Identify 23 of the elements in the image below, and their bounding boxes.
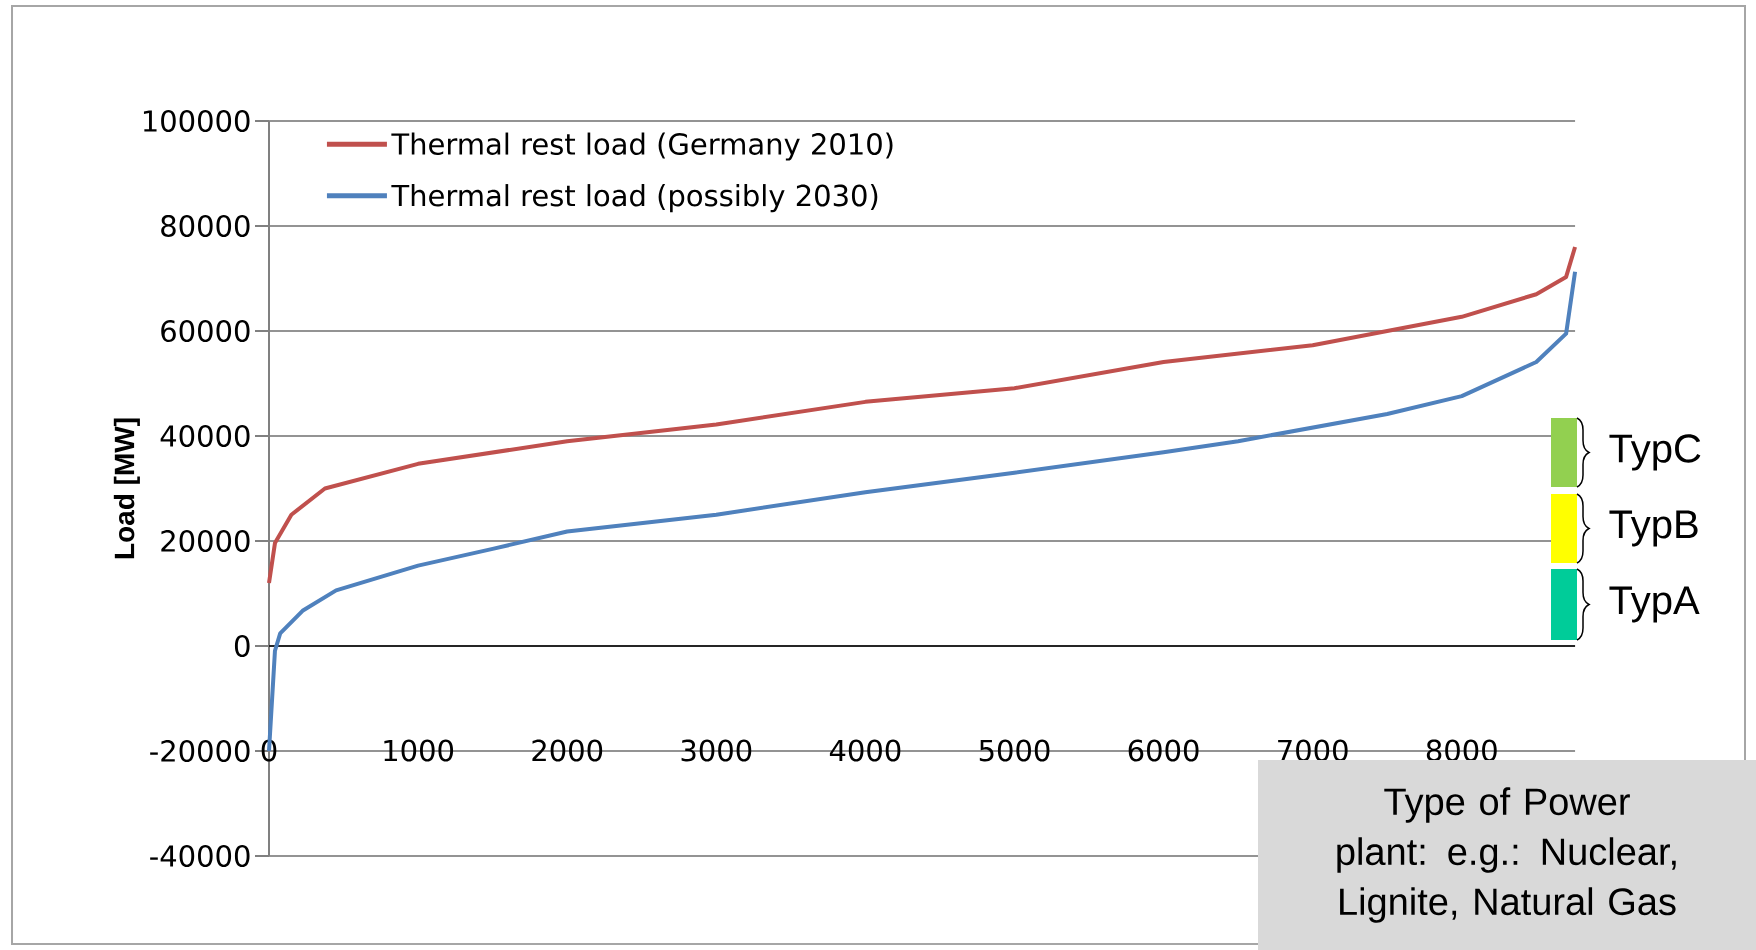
legend-label: Thermal rest load (Germany 2010) <box>391 132 893 161</box>
text: TypC <box>1609 434 1701 471</box>
y-tick-label: -20000 <box>150 740 250 762</box>
x-tick-label: 3000 <box>681 739 752 762</box>
x-tick-label: 5000 <box>979 739 1050 762</box>
y-tick-label: 100000 <box>143 110 250 132</box>
y-tick-label: -40000 <box>150 845 250 867</box>
y-axis-title: Load [MW] <box>113 418 140 559</box>
legend-label: Thermal rest load (possibly 2030) <box>391 184 878 213</box>
text: TypA <box>1609 586 1700 623</box>
y-tick-label: 80000 <box>161 215 250 237</box>
y-tick-label: 40000 <box>160 425 250 447</box>
x-tick-label: 6000 <box>1128 739 1199 762</box>
x-tick-label: 0 <box>261 739 277 762</box>
x-tick-label: 4000 <box>829 739 901 762</box>
x-tick-label: 2000 <box>532 739 603 762</box>
y-tick-label: 60000 <box>161 320 250 342</box>
annotation: Type of Power plant: e.g.: Nuclear, Lignite, Natural Gas <box>1337 787 1676 923</box>
y-tick-label: 0 <box>234 635 250 657</box>
y-tick-label: 20000 <box>161 530 250 552</box>
text: TypB <box>1609 510 1698 547</box>
line-series <box>267 244 1578 585</box>
x-tick-label: 1000 <box>384 739 454 762</box>
